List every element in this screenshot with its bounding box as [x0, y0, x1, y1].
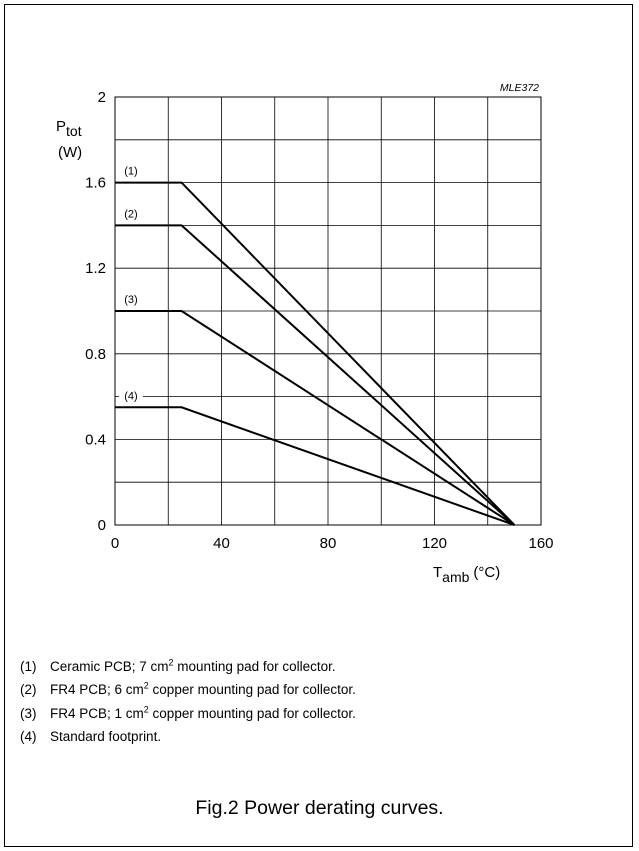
- y-axis-label: Ptot: [56, 118, 82, 139]
- series-line-2: [115, 224, 516, 526]
- note-text: FR4 PCB; 6 cm2 copper mounting pad for c…: [50, 680, 356, 698]
- note-number: (1): [20, 658, 37, 674]
- note-2: (2) FR4 PCB; 6 cm2 copper mounting pad fo…: [20, 676, 356, 700]
- note-4: (4) Standard footprint.: [20, 723, 356, 747]
- x-axis-label: Tamb (°C): [433, 564, 500, 585]
- note-number: (4): [20, 729, 37, 744]
- series-line-3: [115, 310, 515, 526]
- x-tick-label: 160: [528, 535, 553, 552]
- series-label-3: (3): [124, 294, 137, 306]
- y-tick-label: 0.8: [85, 346, 106, 363]
- note-3: (3) FR4 PCB; 1 cm2 copper mounting pad fo…: [20, 699, 356, 723]
- series-label-4: (4): [124, 390, 137, 402]
- note-number: (3): [20, 705, 37, 721]
- x-tick-label: 40: [213, 535, 230, 552]
- x-tick-label: 80: [320, 535, 337, 552]
- x-tick-label: 0: [111, 535, 119, 552]
- note-number: (2): [20, 682, 37, 697]
- series-label-2: (2): [124, 208, 137, 220]
- note-text: FR4 PCB; 1 cm2 copper mounting pad for c…: [50, 704, 356, 721]
- note-1: (1) Ceramic PCB; 7 cm2 mounting pad for c…: [20, 652, 356, 676]
- y-tick-label: 0.4: [85, 431, 106, 448]
- series-label-bg: [118, 388, 143, 403]
- y-tick-label: 2: [98, 89, 106, 106]
- power-derating-chart: 0 0.4 0.8 1.2 1.6 2 0 40 80 120 160 MLE372 Ptot (W) Ta…: [56, 82, 554, 585]
- note-text: Standard footprint.: [50, 729, 162, 744]
- figure-caption: Fig.2 Power derating curves.: [195, 797, 444, 819]
- y-axis-unit: (W): [58, 144, 82, 161]
- series-label-bg: [118, 292, 143, 306]
- series-label-bg: [118, 163, 143, 178]
- series-label-bg: [118, 206, 143, 221]
- note-text: Ceramic PCB; 7 cm2 mounting pad for coll…: [50, 657, 336, 674]
- series-label-1: (1): [124, 166, 137, 178]
- series-line-4: [115, 406, 515, 526]
- chart-id: MLE372: [500, 82, 539, 94]
- x-tick-label: 120: [422, 535, 447, 552]
- y-tick-label: 0: [98, 517, 106, 534]
- y-tick-label: 1.6: [85, 175, 106, 192]
- series-line-1: [115, 181, 516, 526]
- y-tick-label: 1.2: [85, 260, 106, 277]
- notes-list: (1) Ceramic PCB; 7 cm2 mounting pad for c…: [20, 652, 356, 746]
- figure-frame: [4, 4, 633, 847]
